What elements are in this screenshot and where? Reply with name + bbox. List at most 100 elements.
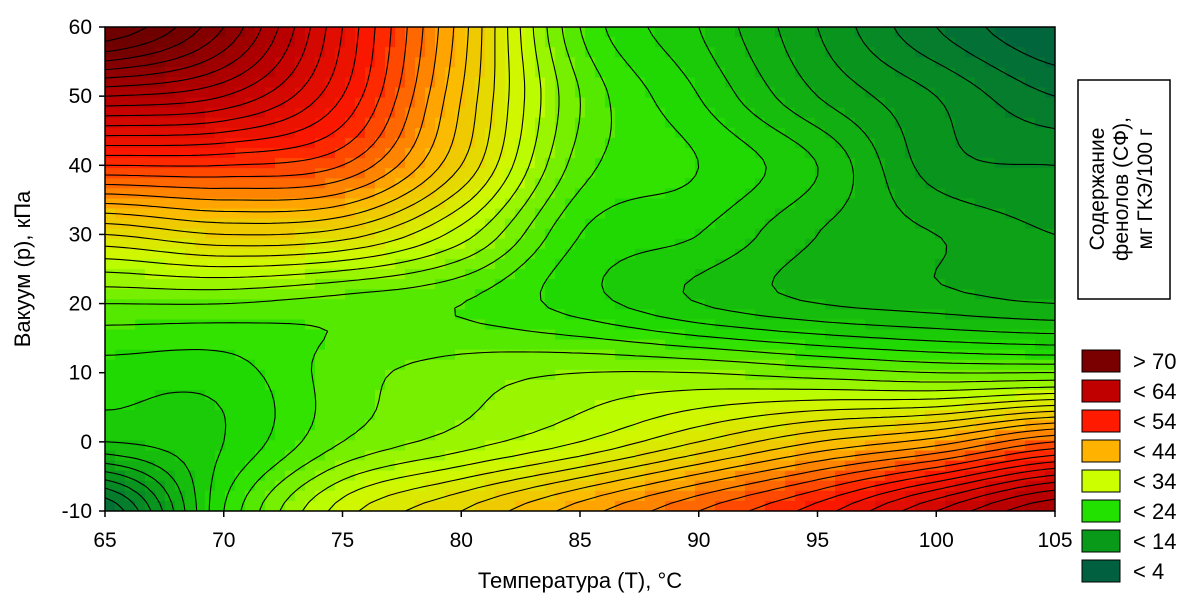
contour-cell (565, 319, 576, 331)
contour-cell (655, 460, 666, 472)
contour-cell (125, 137, 136, 149)
contour-cell (445, 258, 456, 270)
contour-cell (145, 420, 156, 431)
contour-cell (415, 319, 426, 331)
contour-cell (215, 299, 226, 310)
contour-cell (415, 148, 426, 159)
contour-cell (885, 329, 896, 341)
legend-label: < 54 (1133, 409, 1176, 434)
contour-cell (1005, 228, 1016, 240)
contour-cell (435, 57, 446, 68)
contour-cell (225, 450, 236, 462)
contour-cell (215, 390, 226, 401)
contour-cell (825, 107, 836, 119)
contour-cell (855, 359, 866, 371)
contour-cell (645, 47, 656, 58)
contour-cell (455, 117, 466, 129)
contour-cell (585, 178, 596, 189)
contour-cell (985, 208, 996, 220)
contour-cell (475, 218, 486, 230)
contour-cell (675, 218, 686, 230)
contour-cell (635, 369, 646, 381)
contour-cell (315, 178, 326, 189)
contour-cell (465, 27, 476, 38)
contour-cell (705, 430, 716, 442)
contour-cell (615, 87, 626, 99)
contour-cell (195, 490, 206, 502)
contour-cell (385, 359, 396, 371)
contour-cell (1045, 248, 1055, 260)
contour-cell (695, 450, 706, 462)
contour-cell (1035, 198, 1046, 210)
contour-cell (715, 269, 726, 280)
contour-cell (365, 480, 376, 492)
contour-cell (965, 289, 976, 300)
contour-cell (275, 400, 286, 411)
contour-cell (195, 148, 206, 159)
contour-cell (925, 269, 936, 280)
contour-line (105, 27, 1055, 511)
contour-cell (745, 359, 756, 371)
contour-cell (375, 127, 386, 139)
contour-cell (585, 188, 596, 200)
contour-cell (495, 339, 506, 351)
contour-cell (1015, 208, 1026, 220)
contour-cell (875, 117, 886, 129)
contour-cell (955, 339, 966, 351)
contour-cell (435, 339, 446, 351)
contour-cell (185, 117, 196, 129)
contour-cell (865, 269, 876, 280)
contour-cell (835, 27, 846, 38)
contour-cell (545, 400, 556, 411)
contour-cell (205, 400, 216, 411)
contour-cell (1035, 279, 1046, 290)
contour-cell (825, 148, 836, 159)
contour-cell (735, 269, 746, 280)
contour-cell (375, 420, 386, 431)
contour-cell (725, 490, 736, 502)
contour-cell (905, 178, 916, 189)
contour-cell (615, 319, 626, 331)
contour-cell (895, 208, 906, 220)
contour-cell (545, 198, 556, 210)
contour-cell (745, 490, 756, 502)
contour-cell (1035, 369, 1046, 381)
contour-cell (215, 57, 226, 68)
contour-lines (105, 27, 1055, 511)
contour-cell (775, 87, 786, 99)
contour-cell (585, 97, 596, 109)
contour-cell (605, 390, 616, 401)
contour-cell (815, 480, 826, 492)
contour-cell (755, 359, 766, 371)
contour-cell (425, 57, 436, 68)
contour-cell (935, 37, 946, 48)
contour-cell (165, 77, 176, 89)
contour-cell (125, 258, 136, 270)
contour-cell (1035, 228, 1046, 240)
contour-cell (195, 218, 206, 230)
contour-cell (185, 390, 196, 401)
contour-cell (205, 279, 216, 290)
contour-cell (1035, 238, 1046, 250)
contour-cell (985, 349, 996, 361)
contour-cell (605, 148, 616, 159)
contour-cell (595, 470, 606, 482)
contour-cell (755, 319, 766, 331)
contour-cell (955, 289, 966, 300)
contour-cell (1035, 420, 1046, 431)
contour-cell (545, 188, 556, 200)
contour-cell (815, 47, 826, 58)
contour-cell (905, 77, 916, 89)
contour-cell (625, 369, 636, 381)
contour-cell (965, 480, 976, 492)
contour-cell (955, 117, 966, 129)
contour-cell (515, 57, 526, 68)
contour-cell (145, 480, 156, 492)
contour-cell (775, 248, 786, 260)
contour-cell (605, 369, 616, 381)
contour-cell (865, 127, 876, 139)
contour-cell (595, 168, 606, 179)
contour-cell (695, 117, 706, 129)
contour-cell (595, 269, 606, 280)
contour-cell (715, 279, 726, 290)
